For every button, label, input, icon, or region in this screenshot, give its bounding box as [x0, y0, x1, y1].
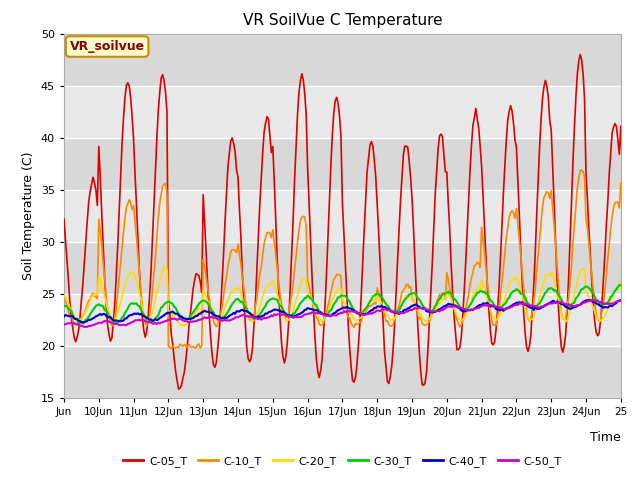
Bar [64, 86, 621, 138]
Title: VR SoilVue C Temperature: VR SoilVue C Temperature [243, 13, 442, 28]
Bar [64, 294, 621, 346]
Bar [64, 138, 621, 190]
Text: VR_soilvue: VR_soilvue [70, 40, 145, 53]
Text: Time: Time [590, 431, 621, 444]
Bar [64, 190, 621, 242]
Bar [64, 242, 621, 294]
Bar [64, 346, 621, 398]
Bar [64, 34, 621, 86]
Y-axis label: Soil Temperature (C): Soil Temperature (C) [22, 152, 35, 280]
Legend: C-05_T, C-10_T, C-20_T, C-30_T, C-40_T, C-50_T: C-05_T, C-10_T, C-20_T, C-30_T, C-40_T, … [119, 451, 566, 471]
